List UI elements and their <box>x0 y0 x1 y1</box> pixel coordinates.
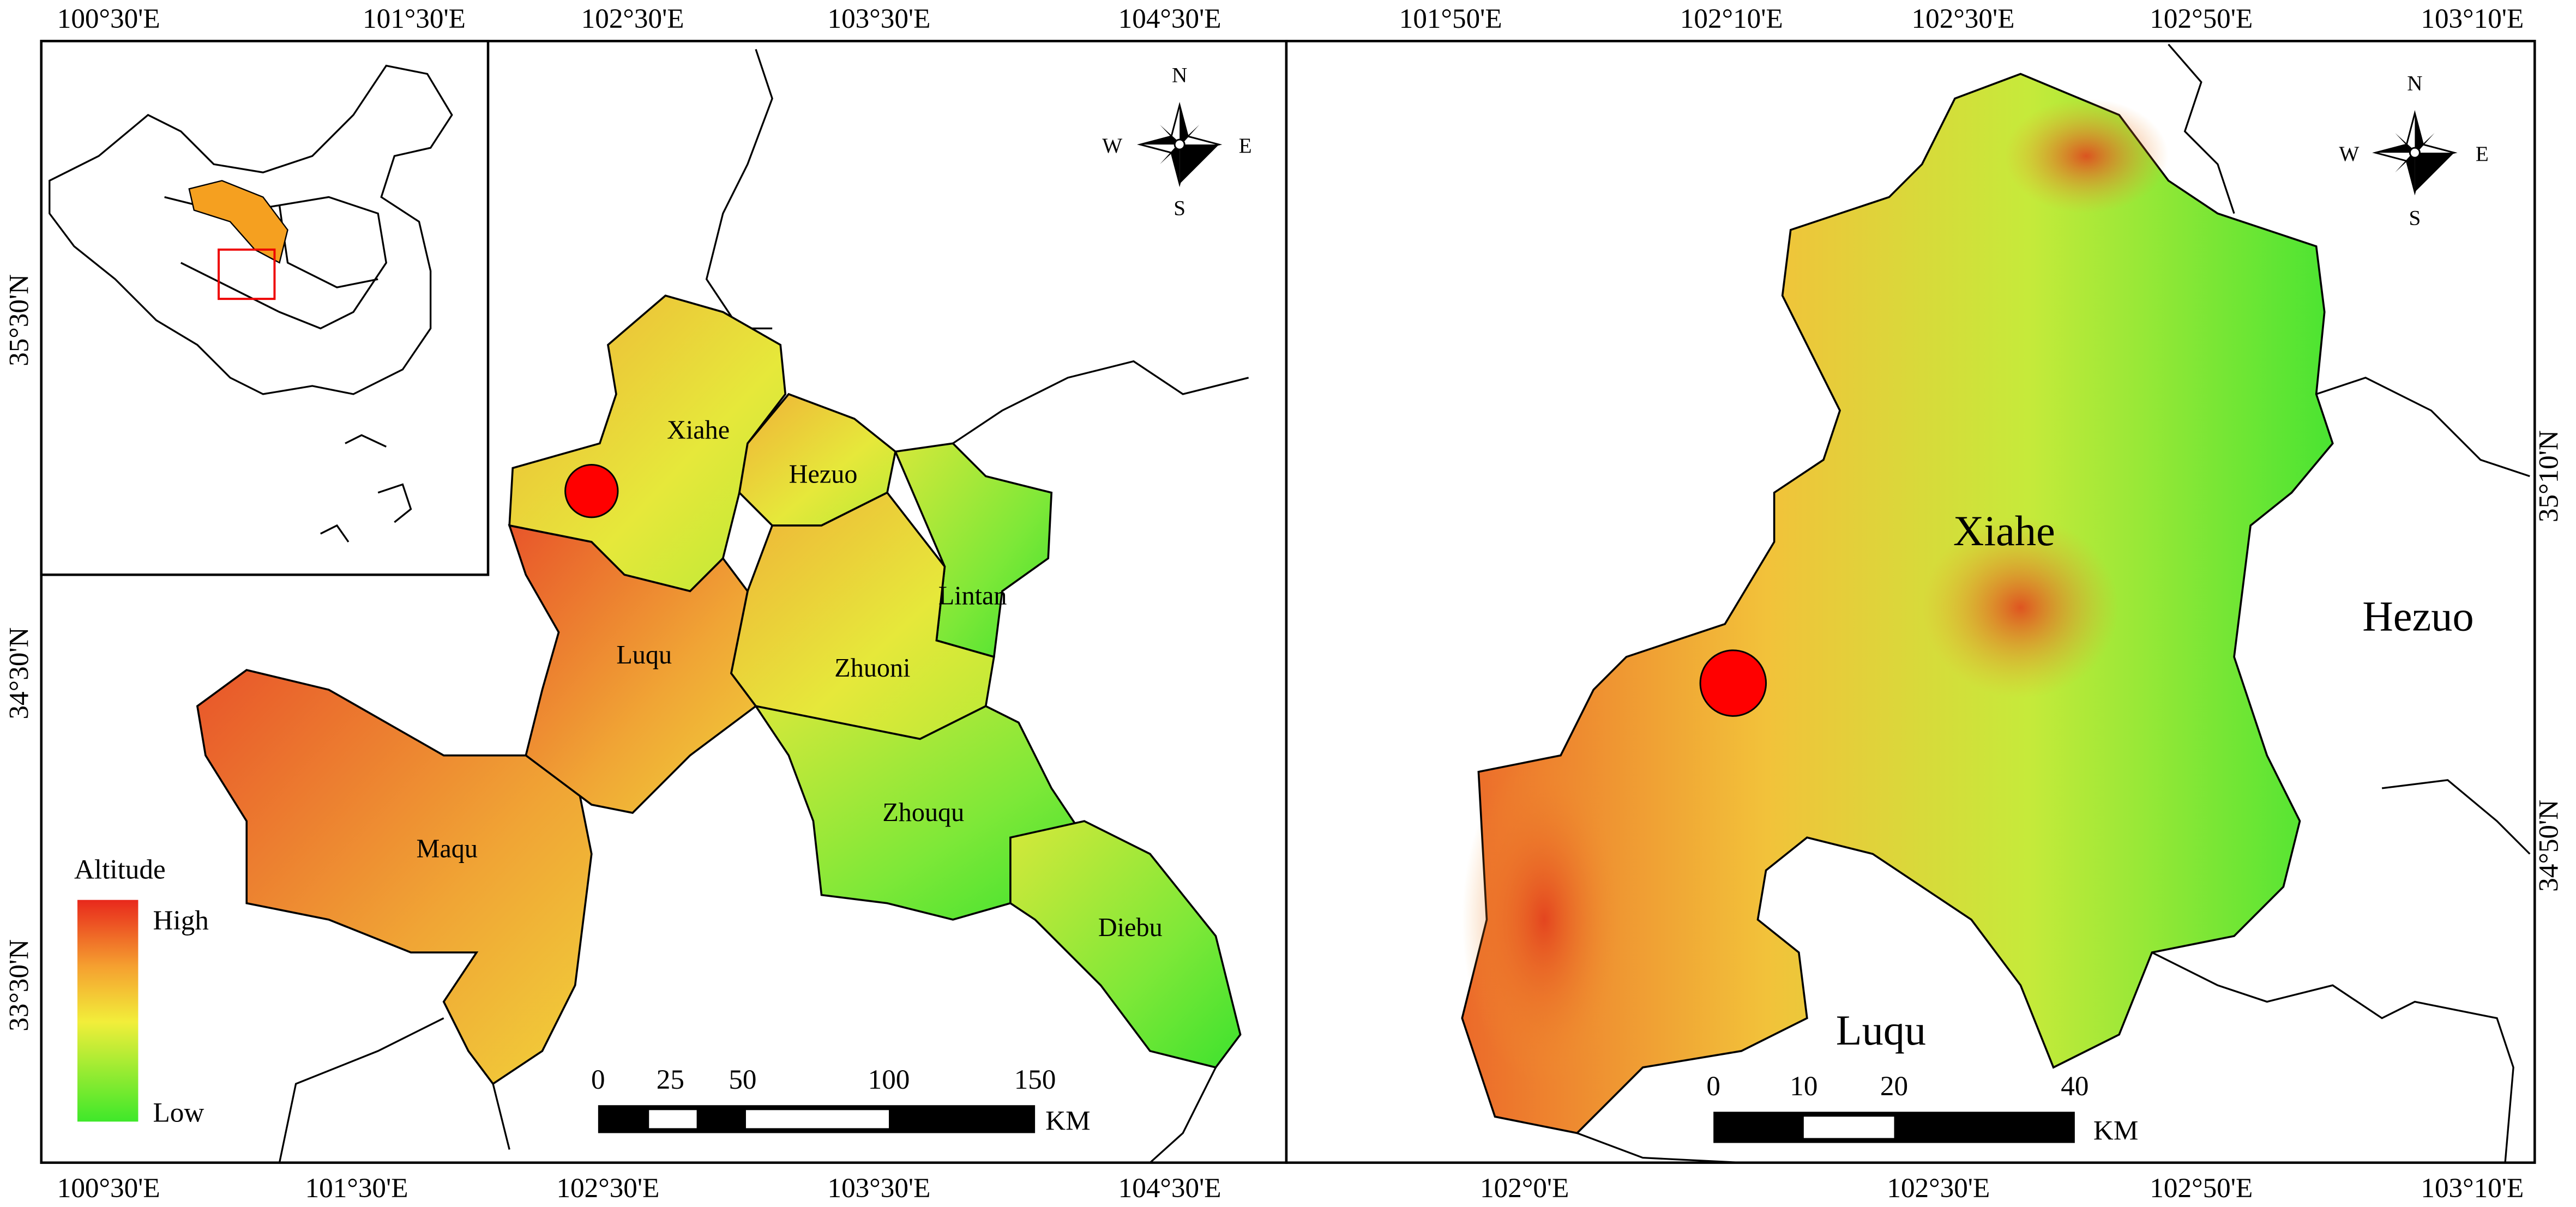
relief-peak <box>2004 98 2169 214</box>
scale-label: 50 <box>729 1064 756 1095</box>
lon-label: 102°0'E <box>1480 1173 1569 1204</box>
study-site <box>564 463 619 518</box>
legend-low: Low <box>153 1097 204 1128</box>
compass-w: W <box>2339 142 2359 166</box>
lon-label: 102°50'E <box>2150 3 2253 34</box>
scale-label: 100 <box>868 1064 910 1095</box>
region-label: Zhuoni <box>834 654 910 683</box>
lat-label: 34°50'N <box>2533 800 2564 892</box>
region-label: Xiahe <box>667 415 730 444</box>
lat-label: 35°30'N <box>4 274 35 366</box>
lon-label: 103°10'E <box>2421 3 2524 34</box>
counties <box>196 294 1242 1085</box>
compass-n: N <box>2407 72 2422 95</box>
scale-label: 0 <box>591 1064 605 1095</box>
right-compass: N E S W <box>2339 72 2488 230</box>
lat-label: 33°30'N <box>4 939 35 1031</box>
region-label: Diebu <box>1098 913 1163 942</box>
lon-label: 100°30'E <box>57 3 160 34</box>
lon-label: 103°30'E <box>827 1173 930 1204</box>
lon-label: 102°30'E <box>1887 1173 1990 1204</box>
left-graticule-labels: 100°30'E 101°30'E 102°30'E 103°30'E 104°… <box>4 3 1221 1204</box>
region-label: Xiahe <box>1953 507 2055 554</box>
region-label: Luqu <box>1836 1006 1926 1054</box>
legend-ramp <box>77 900 139 1122</box>
relief-peak <box>1462 755 1627 1084</box>
scale-unit: KM <box>1045 1105 1090 1136</box>
compass-e: E <box>2476 142 2489 166</box>
legend: Altitude High Low <box>74 854 209 1128</box>
county-maqu <box>196 669 593 1085</box>
xiahe-relief <box>1461 73 2334 1134</box>
region-label: Hezuo <box>2362 593 2473 640</box>
scale-label: 40 <box>2061 1071 2089 1102</box>
region-label: Lintan <box>938 582 1007 611</box>
left-compass: N E S W <box>1102 64 1251 220</box>
lon-label: 102°50'E <box>2150 1173 2253 1204</box>
lon-label: 104°30'E <box>1118 1173 1221 1204</box>
lon-label: 103°30'E <box>827 3 930 34</box>
lon-label: 101°30'E <box>363 3 466 34</box>
lon-label: 102°10'E <box>1680 3 1783 34</box>
region-label: Hezuo <box>789 460 858 489</box>
lat-label: 34°30'N <box>4 627 35 719</box>
inset-frame <box>40 40 490 576</box>
scale-unit: KM <box>2093 1115 2138 1146</box>
scale-label: 10 <box>1790 1071 1817 1102</box>
scale-label: 20 <box>1880 1071 1908 1102</box>
lon-label: 102°30'E <box>556 1173 659 1204</box>
relief-peak <box>1922 517 2120 698</box>
compass-e: E <box>1239 134 1252 158</box>
right-scale-bar: 0 10 20 40 KM <box>1706 1071 2138 1146</box>
study-site <box>1699 649 1767 717</box>
compass-s: S <box>1173 197 1185 220</box>
compass-w: W <box>1102 134 1122 158</box>
right-graticule-labels: 101°50'E 102°10'E 102°30'E 102°50'E 103°… <box>1399 3 2565 1204</box>
lon-label: 102°30'E <box>1912 3 2015 34</box>
compass-s: S <box>2409 207 2421 230</box>
lon-label: 101°30'E <box>305 1173 408 1204</box>
left-region-labels: Xiahe Hezuo Lintan Zhuoni Luqu Maqu Zhou… <box>417 415 1163 942</box>
lon-label: 102°30'E <box>581 3 684 34</box>
scale-label: 150 <box>1014 1064 1056 1095</box>
right-neighbour-boundaries <box>1576 44 2531 1164</box>
inset-china <box>49 64 453 542</box>
county-diebu <box>1009 820 1242 1069</box>
left-scale-bar: 0 25 50 100 150 KM <box>591 1064 1091 1136</box>
lon-label: 103°10'E <box>2421 1173 2524 1204</box>
scale-label: 25 <box>657 1064 684 1095</box>
scale-label: 0 <box>1706 1071 1720 1102</box>
region-label: Maqu <box>417 834 478 863</box>
lon-label: 104°30'E <box>1118 3 1221 34</box>
lon-label: 101°50'E <box>1399 3 1502 34</box>
region-label: Zhouqu <box>882 798 964 827</box>
compass-n: N <box>1172 64 1187 87</box>
lon-label: 100°30'E <box>57 1173 160 1204</box>
legend-title: Altitude <box>74 854 166 885</box>
county-luqu <box>508 524 757 814</box>
lat-label: 35°10'N <box>2533 430 2564 522</box>
region-label: Luqu <box>616 641 672 669</box>
legend-high: High <box>153 905 209 936</box>
